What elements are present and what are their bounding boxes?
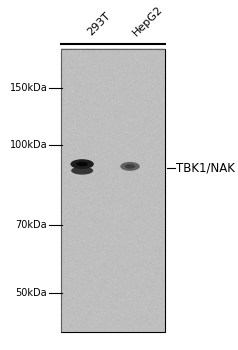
Ellipse shape: [70, 159, 94, 169]
Ellipse shape: [120, 162, 140, 171]
Text: 50kDa: 50kDa: [16, 288, 47, 298]
Text: 293T: 293T: [85, 11, 112, 38]
Text: 100kDa: 100kDa: [10, 140, 47, 150]
Text: 150kDa: 150kDa: [10, 83, 47, 93]
Text: TBK1/NAK: TBK1/NAK: [176, 161, 235, 175]
Text: 70kDa: 70kDa: [16, 220, 47, 230]
Text: HepG2: HepG2: [131, 4, 165, 38]
Bar: [61, 49, 165, 332]
Ellipse shape: [125, 164, 135, 169]
Ellipse shape: [76, 162, 88, 166]
Ellipse shape: [71, 167, 93, 175]
